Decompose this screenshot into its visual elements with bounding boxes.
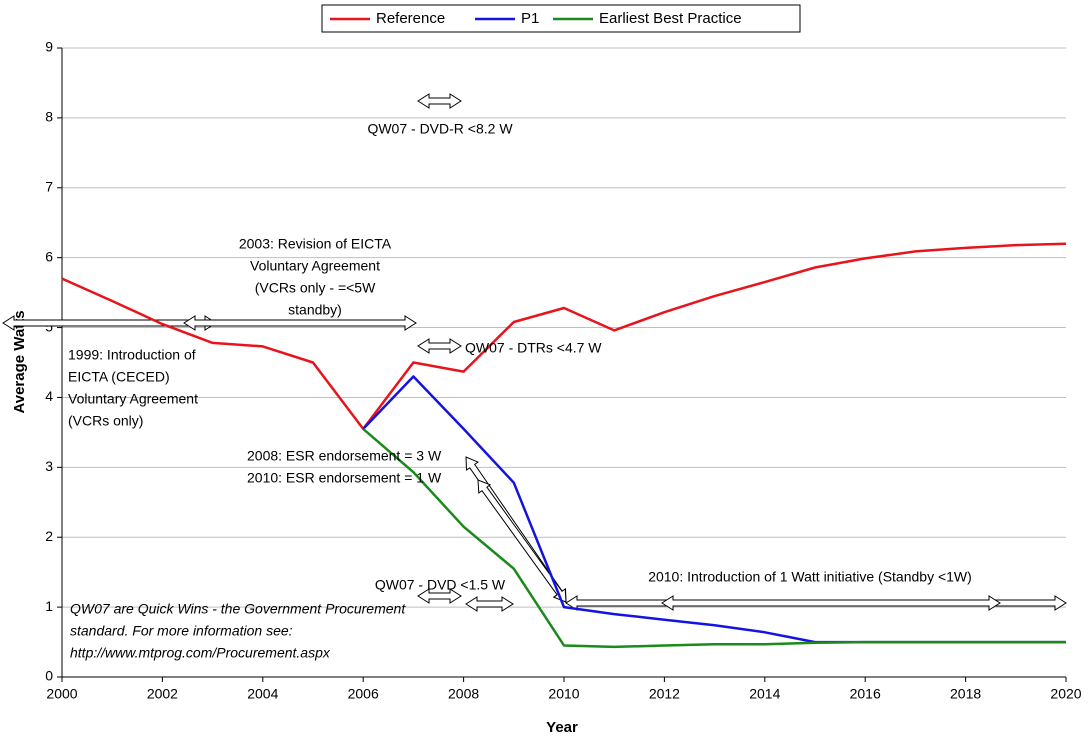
legend-label: P1 <box>521 10 539 27</box>
legend-label: Reference <box>376 10 445 27</box>
x-tick-label: 2010 <box>548 686 579 702</box>
double-arrow <box>417 338 462 354</box>
x-tick-label: 2014 <box>749 686 780 702</box>
annotation: QW07 - DTRs <4.7 W <box>465 340 602 356</box>
annotation: 2010: ESR endorsement = 1 W <box>247 470 442 486</box>
x-axis-label: Year <box>546 719 578 736</box>
y-tick-label: 8 <box>45 109 53 125</box>
legend-label: Earliest Best Practice <box>599 10 742 27</box>
double-arrow <box>477 479 567 603</box>
x-tick-label: 2006 <box>348 686 379 702</box>
annotation: Voluntary Agreement <box>250 258 380 274</box>
y-tick-label: 9 <box>45 39 53 55</box>
annotation: QW07 - DVD-R <8.2 W <box>367 121 513 137</box>
y-tick-label: 3 <box>45 458 53 474</box>
y-tick-label: 2 <box>45 528 53 544</box>
x-tick-label: 2012 <box>649 686 680 702</box>
series-line <box>362 427 1066 649</box>
annotation: http://www.mtprog.com/Procurement.aspx <box>70 645 331 661</box>
series-line <box>61 242 1067 431</box>
y-tick-label: 6 <box>45 248 53 264</box>
annotation: QW07 are Quick Wins - the Government Pro… <box>70 601 406 617</box>
x-tick-label: 2000 <box>46 686 77 702</box>
y-tick-label: 7 <box>45 178 53 194</box>
annotation: standard. For more information see: <box>70 623 293 639</box>
annotation: 1999: Introduction of <box>68 347 196 363</box>
annotation: (VCRs only) <box>68 413 143 429</box>
annotation: 2010: Introduction of 1 Watt initiative … <box>648 569 972 585</box>
x-tick-label: 2008 <box>448 686 479 702</box>
y-axis-label: Average Watts <box>11 310 28 413</box>
x-tick-label: 2004 <box>247 686 278 702</box>
double-arrow <box>661 595 1001 611</box>
annotation: EICTA (CECED) <box>68 369 170 385</box>
annotation: Voluntary Agreement <box>68 391 198 407</box>
double-arrow <box>417 588 462 604</box>
x-tick-label: 2002 <box>147 686 178 702</box>
x-tick-label: 2016 <box>850 686 881 702</box>
annotation: standby) <box>288 302 342 318</box>
y-tick-label: 1 <box>45 598 53 614</box>
double-arrow <box>183 315 417 331</box>
annotation: QW07 - DVD <1.5 W <box>375 577 506 593</box>
y-tick-label: 4 <box>45 388 53 404</box>
double-arrow <box>417 93 462 109</box>
x-tick-label: 2018 <box>950 686 981 702</box>
annotation: 2003: Revision of EICTA <box>239 236 392 252</box>
annotation: 2008: ESR endorsement = 3 W <box>247 448 442 464</box>
double-arrow <box>465 596 514 612</box>
x-tick-label: 2020 <box>1050 686 1081 702</box>
y-tick-label: 0 <box>45 668 53 684</box>
annotation: (VCRs only - =<5W <box>255 280 376 296</box>
